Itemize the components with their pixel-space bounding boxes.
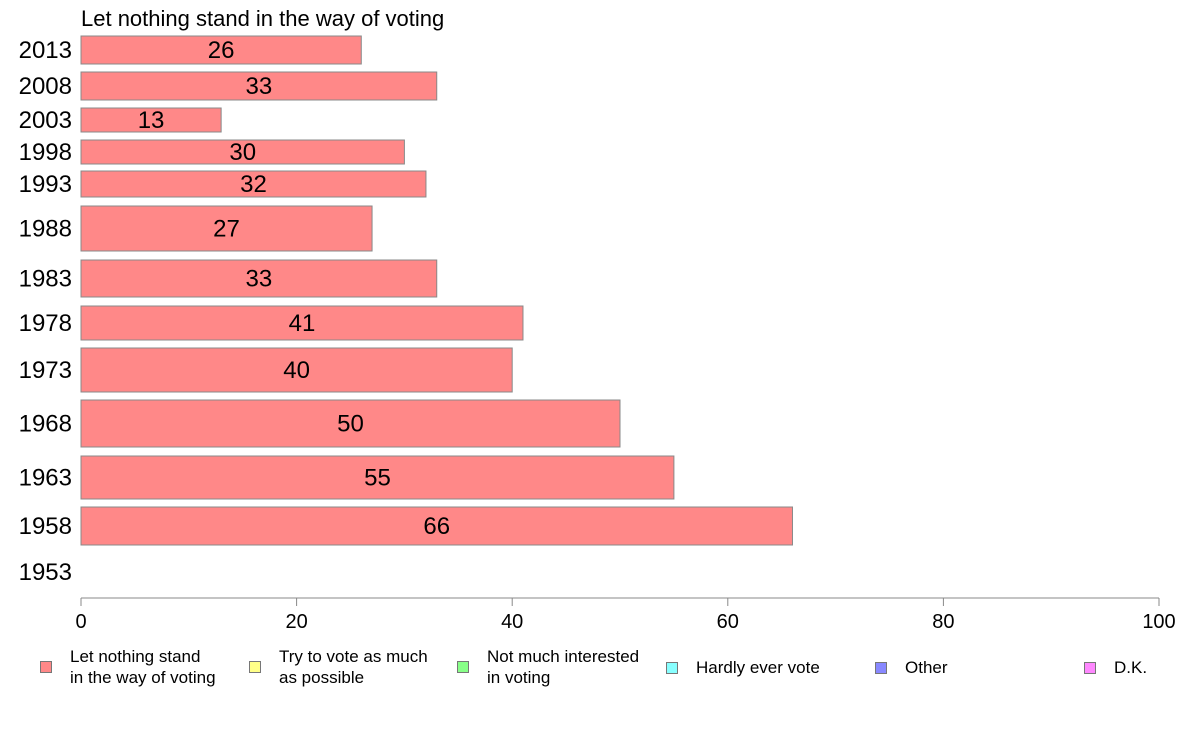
- bar: [80, 107, 222, 133]
- legend-item: Hardly ever vote: [666, 657, 820, 678]
- bar: [80, 259, 438, 298]
- bar: [80, 205, 373, 252]
- x-tick-label: 80: [932, 611, 954, 633]
- legend: Let nothing stand in the way of voting T…: [0, 644, 1188, 704]
- legend-swatch: [249, 661, 261, 673]
- legend-label: Not much interested in voting: [487, 647, 640, 687]
- bar: [80, 170, 427, 198]
- data-label: 41: [289, 310, 316, 337]
- x-tick-label: 40: [501, 611, 523, 633]
- bar: [80, 71, 438, 101]
- y-tick-label: 1988: [19, 216, 72, 243]
- legend-label: D.K.: [1114, 658, 1148, 677]
- legend-item: Let nothing stand in the way of voting: [40, 646, 216, 688]
- data-label: 55: [364, 465, 391, 492]
- legend-swatch: [40, 661, 52, 673]
- data-label: 13: [138, 107, 165, 134]
- data-label: 26: [208, 37, 235, 64]
- bar: [80, 305, 524, 341]
- legend-swatch: [875, 661, 887, 674]
- data-label: 32: [240, 171, 267, 198]
- legend-item: D.K.: [1084, 657, 1147, 678]
- bar: [80, 35, 362, 65]
- x-tick-label: 100: [1142, 611, 1175, 633]
- legend-swatch: [1084, 661, 1096, 674]
- x-tick-label: 0: [75, 611, 86, 633]
- y-tick-label: 2003: [19, 107, 72, 134]
- bar: [80, 506, 793, 546]
- y-tick-label: 2008: [19, 73, 72, 100]
- data-label: 27: [213, 216, 240, 243]
- y-tick-label: 2013: [19, 37, 72, 64]
- y-tick-label: 1953: [19, 559, 72, 586]
- data-label: 50: [337, 411, 364, 438]
- legend-item: Other: [875, 657, 948, 678]
- data-label: 66: [423, 513, 450, 540]
- bar: [80, 347, 513, 393]
- chart-title: Let nothing stand in the way of voting: [81, 6, 445, 31]
- legend-item: Not much interested in voting: [457, 646, 639, 688]
- y-tick-label: 1968: [19, 411, 72, 438]
- legend-label: Other: [905, 658, 948, 677]
- bar: [80, 399, 621, 448]
- bar-chart: 2013 26 2008 33 2003 13 1998 30 1993 32 1988 27 1983…: [19, 35, 1176, 633]
- data-label: 33: [246, 73, 273, 100]
- legend-item: Try to vote as much as possible: [249, 646, 428, 688]
- data-label: 30: [229, 139, 256, 166]
- data-label: 33: [246, 266, 273, 293]
- y-tick-label: 1963: [19, 465, 72, 492]
- legend-label: Hardly ever vote: [696, 658, 820, 677]
- bar: [80, 455, 675, 500]
- y-tick-label: 1983: [19, 266, 72, 293]
- y-tick-label: 1998: [19, 139, 72, 166]
- x-tick-label: 60: [717, 611, 739, 633]
- data-label: 40: [283, 357, 310, 384]
- y-tick-label: 1993: [19, 171, 72, 198]
- bar: [80, 139, 405, 165]
- legend-swatch: [666, 661, 678, 674]
- legend-label: Let nothing stand in the way of voting: [70, 647, 216, 687]
- y-tick-label: 1973: [19, 357, 72, 384]
- y-tick-label: 1958: [19, 513, 72, 540]
- legend-swatch: [457, 661, 469, 673]
- x-tick-label: 20: [285, 611, 307, 633]
- y-tick-label: 1978: [19, 310, 72, 337]
- legend-label: Try to vote as much as possible: [279, 647, 428, 687]
